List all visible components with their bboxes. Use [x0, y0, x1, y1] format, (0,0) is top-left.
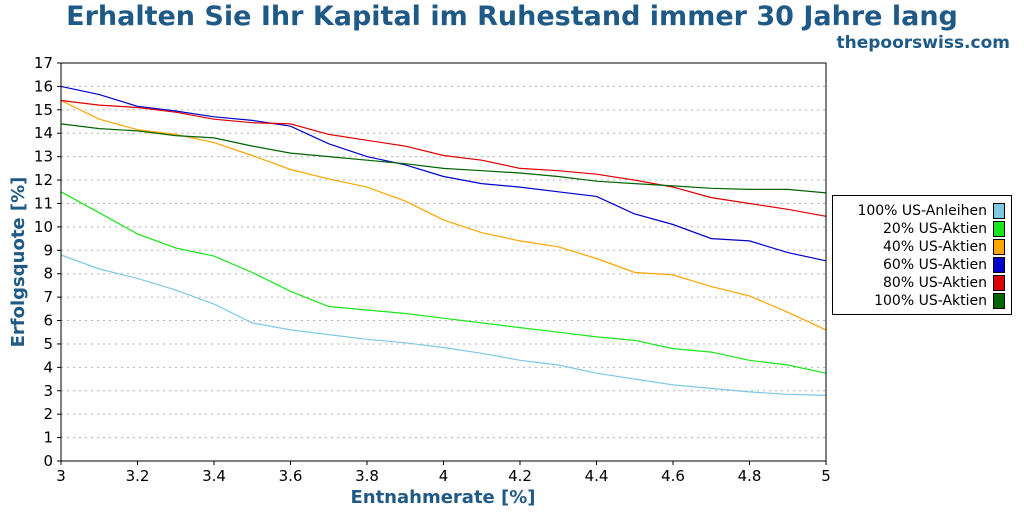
- x-tick-label: 4.6: [661, 467, 685, 485]
- x-tick-label: 3.8: [355, 467, 379, 485]
- y-axis-label: Erfolgsquote [%]: [8, 177, 29, 348]
- legend-swatch: [993, 221, 1005, 237]
- y-tick-label: 15: [34, 101, 53, 119]
- y-tick-label: 12: [34, 171, 53, 189]
- series-line-0: [60, 254, 827, 396]
- y-tick-label: 0: [43, 452, 53, 470]
- legend-item: 100% US-Anleihen: [837, 202, 1005, 220]
- legend: 100% US-Anleihen 20% US-Aktien 40% US-Akti…: [832, 195, 1012, 315]
- plot-frame: [60, 62, 827, 462]
- y-tick-label: 6: [43, 312, 53, 330]
- x-tick-label: 3.4: [202, 467, 226, 485]
- y-tick-label: 5: [43, 335, 53, 353]
- legend-swatch: [993, 203, 1005, 219]
- series-lines: [60, 85, 827, 396]
- y-tick-label: 16: [34, 77, 53, 95]
- legend-swatch: [993, 293, 1005, 309]
- series-line-2: [60, 99, 827, 331]
- y-tick-label: 14: [34, 124, 53, 142]
- x-tick-label: 4.2: [508, 467, 532, 485]
- y-tick-label: 1: [43, 429, 53, 447]
- y-tick-label: 13: [34, 148, 53, 166]
- legend-label: 100% US-Aktien: [874, 293, 987, 309]
- series-line-1: [60, 191, 827, 374]
- legend-swatch: [993, 275, 1005, 291]
- site-url: thepoorswiss.com: [836, 33, 1011, 53]
- x-tick-label: 3.2: [126, 467, 150, 485]
- legend-swatch: [993, 257, 1005, 273]
- legend-item: 100% US-Aktien: [837, 292, 1005, 310]
- series-line-3: [60, 85, 827, 262]
- legend-swatch: [993, 239, 1005, 255]
- legend-label: 20% US-Aktien: [883, 221, 987, 237]
- y-tick-label: 3: [43, 382, 53, 400]
- grid-lines: [61, 85, 826, 439]
- y-tick-label: 8: [43, 265, 53, 283]
- y-tick-label: 2: [43, 405, 53, 423]
- legend-item: 80% US-Aktien: [837, 274, 1005, 292]
- x-axis-ticks: 3 3.2 3.4 3.6 3.8 4 4.2 4.4 4.6 4.8 5: [56, 461, 831, 485]
- y-tick-label: 4: [43, 358, 53, 376]
- y-tick-label: 7: [43, 288, 53, 306]
- y-tick-label: 17: [34, 54, 53, 72]
- y-tick-label: 11: [34, 194, 53, 212]
- y-tick-label: 9: [43, 241, 53, 259]
- x-tick-label: 4: [439, 467, 449, 485]
- x-tick-label: 3: [56, 467, 66, 485]
- legend-label: 40% US-Aktien: [883, 239, 987, 255]
- chart-title: Erhalten Sie Ihr Kapital im Ruhestand im…: [66, 1, 958, 32]
- legend-label: 60% US-Aktien: [883, 257, 987, 273]
- legend-item: 20% US-Aktien: [837, 220, 1005, 238]
- x-tick-label: 4.4: [585, 467, 609, 485]
- x-tick-label: 4.8: [738, 467, 762, 485]
- series-line-5: [60, 123, 827, 194]
- x-tick-label: 3.6: [279, 467, 303, 485]
- series-line-4: [60, 99, 827, 217]
- legend-label: 100% US-Anleihen: [857, 203, 987, 219]
- x-tick-label: 5: [821, 467, 831, 485]
- legend-label: 80% US-Aktien: [883, 275, 987, 291]
- legend-item: 60% US-Aktien: [837, 256, 1005, 274]
- y-tick-label: 10: [34, 218, 53, 236]
- legend-item: 40% US-Aktien: [837, 238, 1005, 256]
- x-axis-label: Entnahmerate [%]: [350, 487, 535, 508]
